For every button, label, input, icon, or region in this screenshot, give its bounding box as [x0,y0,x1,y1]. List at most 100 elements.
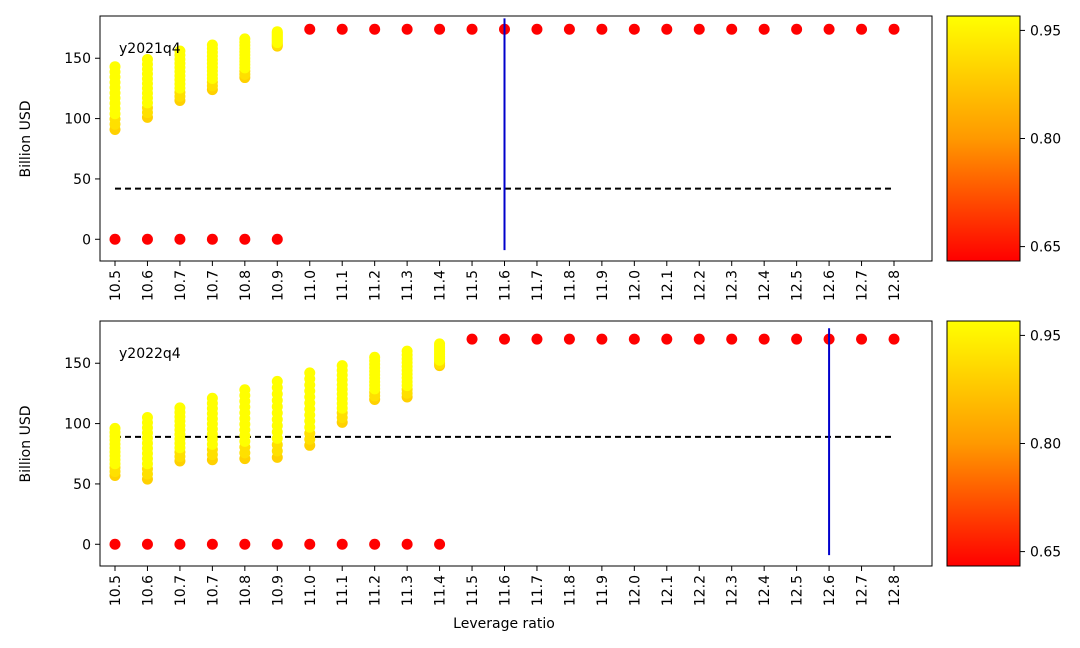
x-tick-label: 12.8 [887,270,903,301]
x-tick-label: 11.1 [335,270,351,301]
x-tick-label: 12.5 [790,575,806,606]
colorbar-tick-label: 0.80 [1030,437,1061,453]
data-point-zero [174,233,186,245]
data-point-zero [141,538,153,550]
data-point-max [466,23,478,35]
data-marks [109,328,900,556]
x-tick-label: 11.3 [400,575,416,606]
x-tick-label: 10.7 [173,270,189,301]
x-tick-label: 10.9 [270,270,286,301]
data-point-zero [109,538,121,550]
y-tick-label: 50 [73,172,91,188]
x-tick-label: 10.7 [205,575,221,606]
x-tick-label: 11.7 [530,575,546,606]
y-tick-label: 50 [73,477,91,493]
data-point-max [628,333,640,345]
data-point-zero [239,538,251,550]
data-point [206,392,218,404]
data-point-zero [369,538,381,550]
data-point [304,367,316,379]
x-tick-label: 12.2 [692,575,708,606]
x-tick-label: 12.8 [887,575,903,606]
y-tick-label: 0 [82,537,91,553]
data-point [369,351,381,363]
x-tick-label: 10.5 [108,270,124,301]
data-point [174,45,186,57]
x-tick-label: 11.6 [498,270,514,301]
x-tick-label: 11.2 [368,575,384,606]
data-point-zero [304,538,316,550]
data-point-zero [434,538,446,550]
x-tick-label: 11.3 [400,270,416,301]
data-point-zero [271,233,283,245]
data-point-max [499,333,510,345]
y-tick-label: 0 [82,232,91,248]
x-tick-label: 12.6 [822,575,838,606]
data-point-max [823,23,835,35]
data-point-max [304,23,316,35]
x-tick-label: 12.7 [855,270,871,301]
colorbar-tick-label: 0.65 [1030,240,1061,256]
data-point [271,375,283,387]
plot-frame [99,15,933,262]
x-tick-label: 11.5 [465,575,481,606]
x-tick-label: 11.8 [562,575,578,606]
x-tick-label: 12.1 [660,270,676,301]
data-point-max [661,23,673,35]
data-point-max [596,333,608,345]
x-tick-label: 11.6 [498,575,514,606]
data-point-max [563,23,575,35]
data-point [434,338,446,350]
colorbar-tick-label: 0.80 [1030,132,1061,148]
data-point-max [791,23,803,35]
colorbar-tick-label: 0.95 [1030,328,1061,344]
data-point-max [726,333,738,345]
data-point [271,26,283,38]
data-point-max [888,23,900,35]
y-tick-label: 150 [64,51,91,67]
data-point-max [888,333,900,345]
data-point-max [758,333,770,345]
data-point-max [661,333,673,345]
y-axis: 0 50 100 150 [64,356,100,553]
x-tick-label: 12.5 [790,270,806,301]
panel-y2022q4: 0 50 100 150 10.5 10.6 10.7 10.7 10.8 10.9 11.0 11… [18,320,1061,632]
panel-y2021q4: 0 50 100 150 10.5 10.6 10.7 10.7 10.8 10.9 11.0 11… [18,15,1061,301]
x-axis-label: Leverage ratio [453,616,555,632]
data-point [401,345,413,357]
data-point [206,39,218,51]
data-marks [109,18,900,251]
data-point-max [401,23,413,35]
data-point-zero [239,233,251,245]
x-tick-label: 11.1 [335,575,351,606]
x-tick-label: 11.8 [562,270,578,301]
y-tick-label: 100 [64,112,91,128]
data-point-zero [271,538,283,550]
data-point-max [628,23,640,35]
x-tick-label: 11.7 [530,270,546,301]
colorbar: 0.65 0.80 0.95 [946,15,1061,262]
x-tick-label: 10.5 [108,575,124,606]
x-tick-label: 10.7 [205,270,221,301]
x-tick-label: 11.9 [595,270,611,301]
data-point [141,412,153,424]
x-tick-label: 12.0 [627,575,643,606]
x-tick-label: 10.6 [140,575,156,606]
colorbar: 0.65 0.80 0.95 [946,320,1061,567]
x-tick-label: 10.7 [173,575,189,606]
y-axis-label: Billion USD [18,406,34,483]
x-tick-label: 11.9 [595,575,611,606]
data-point-max [531,23,543,35]
x-tick-label: 10.8 [238,575,254,606]
data-point-zero [174,538,186,550]
x-tick-label: 10.8 [238,270,254,301]
x-axis: 10.5 10.6 10.7 10.7 10.8 10.9 11.0 11.1 11.2 11.3… [108,566,903,606]
data-point-zero [141,233,153,245]
x-tick-label: 12.2 [692,270,708,301]
data-point-max [726,23,738,35]
data-point [109,61,121,73]
y-tick-label: 100 [64,417,91,433]
x-tick-label: 12.3 [725,270,741,301]
colorbar-gradient [946,320,1021,567]
